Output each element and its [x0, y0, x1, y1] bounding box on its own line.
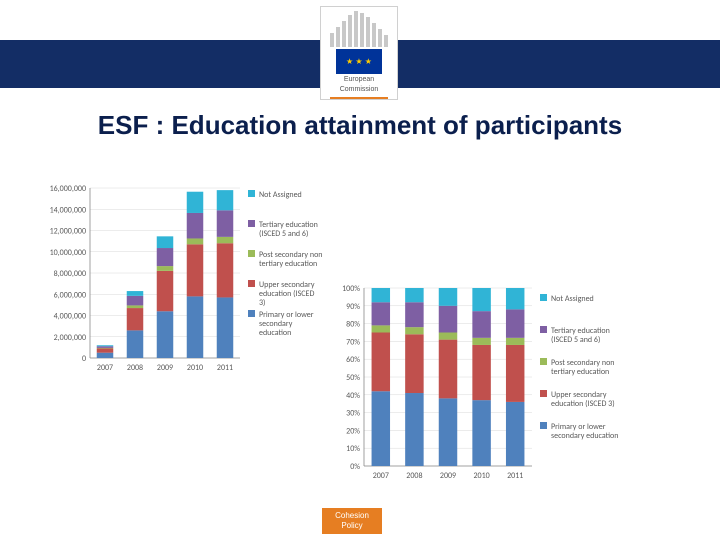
- svg-text:2010: 2010: [187, 363, 203, 373]
- svg-text:2,000,000: 2,000,000: [54, 333, 86, 343]
- svg-text:2010: 2010: [473, 471, 489, 481]
- logo-text-2: Commission: [340, 86, 379, 94]
- svg-text:70%: 70%: [346, 337, 360, 347]
- svg-text:2009: 2009: [440, 471, 456, 481]
- svg-text:education (ISCED: education (ISCED: [259, 289, 314, 299]
- eu-flag-icon: ★ ★ ★: [336, 49, 382, 74]
- svg-text:tertiary education: tertiary education: [259, 259, 317, 269]
- svg-text:(ISCED 5 and 6): (ISCED 5 and 6): [259, 229, 308, 239]
- svg-text:tertiary education: tertiary education: [551, 367, 609, 377]
- svg-text:2011: 2011: [217, 363, 233, 373]
- logo-bars-icon: [328, 11, 390, 47]
- svg-text:20%: 20%: [346, 426, 360, 436]
- svg-text:90%: 90%: [346, 302, 360, 312]
- svg-text:4,000,000: 4,000,000: [54, 312, 86, 322]
- svg-text:100%: 100%: [342, 284, 360, 294]
- svg-text:Not Assigned: Not Assigned: [551, 294, 594, 304]
- svg-text:2008: 2008: [127, 363, 143, 373]
- svg-text:2009: 2009: [157, 363, 173, 373]
- logo-accent-line: [330, 97, 388, 99]
- svg-text:(ISCED 5 and 6): (ISCED 5 and 6): [551, 335, 600, 345]
- footer-line1: Cohesion: [335, 511, 369, 520]
- footer-tag: Cohesion Policy: [322, 508, 382, 534]
- svg-text:14,000,000: 14,000,000: [50, 205, 86, 215]
- svg-text:30%: 30%: [346, 409, 360, 419]
- svg-text:6,000,000: 6,000,000: [54, 290, 86, 300]
- svg-text:education: education: [259, 328, 291, 338]
- footer-line2: Policy: [341, 521, 362, 530]
- slide-title: ESF : Education attainment of participan…: [0, 110, 720, 140]
- svg-text:Not Assigned: Not Assigned: [259, 190, 302, 200]
- charts-container: 0 2,000,000 4,000,000 6,000,000 8,000,000 10,…: [36, 180, 684, 490]
- svg-text:10,000,000: 10,000,000: [50, 248, 86, 258]
- svg-text:60%: 60%: [346, 355, 360, 365]
- svg-text:0%: 0%: [350, 462, 360, 472]
- svg-text:2007: 2007: [97, 363, 113, 373]
- chart-percent: 0% 10% 20% 30% 40% 50% 60% 70% 80% 90% 100% 2007 200…: [326, 280, 684, 490]
- svg-text:2008: 2008: [406, 471, 422, 481]
- svg-text:0: 0: [82, 354, 86, 364]
- ec-logo: ★ ★ ★ European Commission: [320, 6, 398, 100]
- logo-text-1: European: [344, 76, 374, 84]
- svg-text:16,000,000: 16,000,000: [50, 184, 86, 194]
- svg-text:2011: 2011: [507, 471, 523, 481]
- svg-text:40%: 40%: [346, 391, 360, 401]
- svg-text:8,000,000: 8,000,000: [54, 269, 86, 279]
- svg-text:education (ISCED 3): education (ISCED 3): [551, 399, 615, 409]
- svg-text:2007: 2007: [373, 471, 389, 481]
- chart-absolute: 0 2,000,000 4,000,000 6,000,000 8,000,000 10,…: [36, 180, 376, 380]
- svg-text:10%: 10%: [346, 444, 360, 454]
- svg-text:3): 3): [259, 298, 265, 308]
- svg-text:secondary education: secondary education: [551, 431, 618, 441]
- svg-text:50%: 50%: [346, 373, 360, 383]
- svg-text:80%: 80%: [346, 320, 360, 330]
- svg-text:12,000,000: 12,000,000: [50, 227, 86, 237]
